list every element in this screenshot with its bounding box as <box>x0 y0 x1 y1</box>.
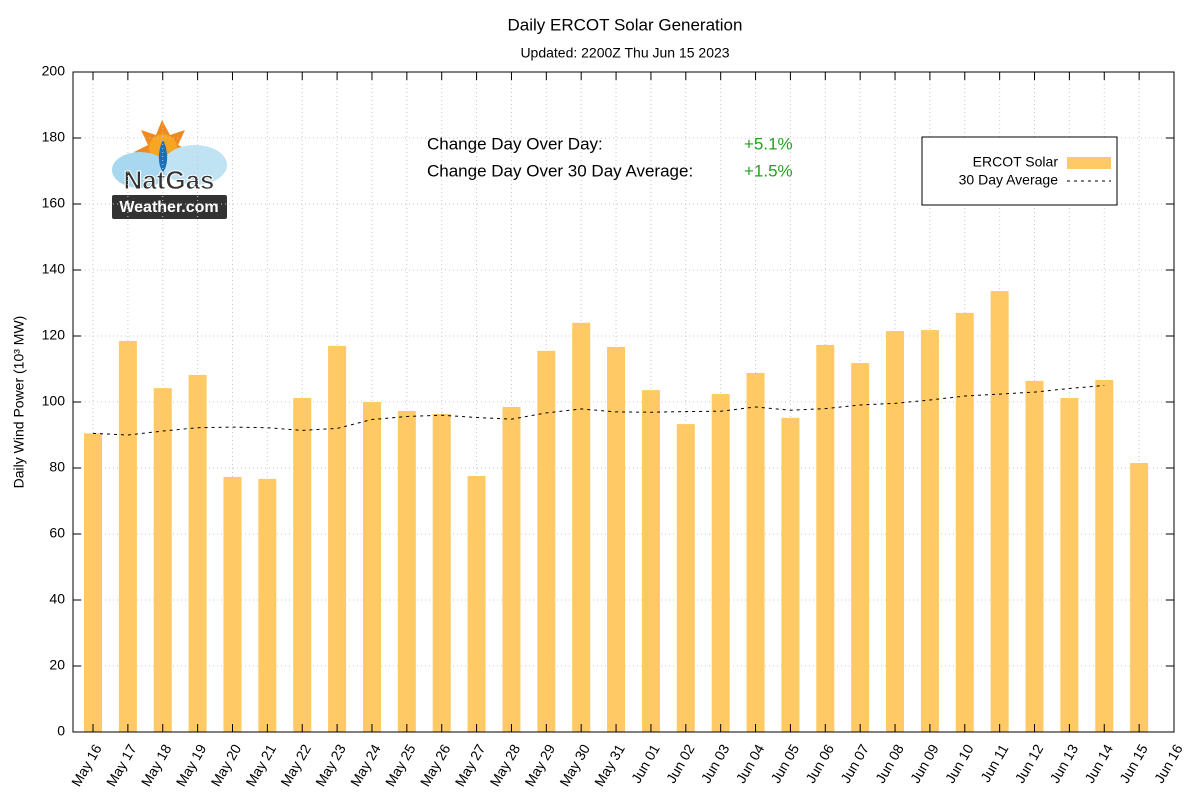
x-tick-label: Jun 14 <box>1081 741 1116 786</box>
legend-swatch <box>1067 157 1111 169</box>
x-tick-label: Jun 08 <box>872 741 907 786</box>
marks <box>84 291 1149 732</box>
x-tick-label: Jun 15 <box>1116 741 1151 786</box>
y-tick-label: 140 <box>42 261 66 277</box>
annotation-value: +1.5% <box>744 161 793 180</box>
bar <box>955 312 974 732</box>
y-tick-label: 0 <box>57 723 65 739</box>
bar <box>1130 463 1149 732</box>
bar <box>118 340 137 732</box>
legend-box <box>921 136 1118 206</box>
bar <box>432 413 451 732</box>
legend-label: 30 Day Average <box>959 172 1059 188</box>
x-tick-label: May 26 <box>417 741 454 789</box>
bar <box>188 374 207 732</box>
bar <box>223 476 242 732</box>
bar <box>397 410 416 732</box>
bar <box>537 350 556 732</box>
bar <box>1060 398 1079 732</box>
bar <box>781 417 800 732</box>
bar <box>711 394 730 732</box>
x-tick-label: May 24 <box>347 741 384 789</box>
x-tick-label: May 27 <box>452 741 489 789</box>
x-tick-label: Jun 03 <box>698 741 733 786</box>
bar <box>293 398 312 732</box>
bar <box>258 478 277 732</box>
y-tick-label: 100 <box>42 393 66 409</box>
logo-text: Weather.com <box>119 199 218 216</box>
annotation-value: +5.1% <box>744 134 793 153</box>
bar <box>851 363 870 732</box>
x-tick-label: May 19 <box>173 741 210 789</box>
bar <box>1025 380 1044 732</box>
y-tick-label: 120 <box>42 327 66 343</box>
bar <box>362 402 381 732</box>
plot-frame <box>72 71 1175 733</box>
bar <box>641 390 660 732</box>
bar <box>572 322 591 732</box>
y-axis-label: Daily Wind Power (10³ MW) <box>11 316 27 489</box>
x-tick-label: May 29 <box>521 741 558 789</box>
x-tick-label: May 23 <box>312 741 349 789</box>
legend-label: ERCOT Solar <box>973 154 1059 170</box>
y-tick-label: 200 <box>42 63 66 79</box>
y-tick-label: 160 <box>42 195 66 211</box>
x-tick-label: May 31 <box>591 741 628 789</box>
x-tick-label: Jun 13 <box>1046 741 1081 786</box>
x-tick-label: Jun 10 <box>942 741 977 786</box>
x-tick-label: May 25 <box>382 741 419 789</box>
y-tick-label: 60 <box>49 525 65 541</box>
logo-text: NatGas <box>123 165 214 195</box>
x-tick-label: Jun 01 <box>628 741 663 786</box>
x-tick-label: Jun 11 <box>977 741 1011 785</box>
chart-subtitle: Updated: 2200Z Thu Jun 15 2023 <box>520 45 729 61</box>
y-tick-label: 80 <box>49 459 65 475</box>
x-tick-label: May 18 <box>138 741 175 789</box>
x-tick-label: May 21 <box>242 741 279 789</box>
bar <box>990 291 1009 732</box>
bar <box>467 475 486 732</box>
x-tick-label: Jun 02 <box>663 741 698 786</box>
x-tick-label: Jun 05 <box>767 741 802 786</box>
y-tick-label: 180 <box>42 129 66 145</box>
y-tick-label: 40 <box>49 591 65 607</box>
x-tick-label: Jun 16 <box>1151 741 1186 786</box>
x-tick-label: Jun 09 <box>907 741 942 786</box>
logo <box>112 120 227 219</box>
logo-cloud <box>112 152 168 188</box>
bar <box>816 344 835 732</box>
bar <box>328 345 347 732</box>
x-tick-label: May 22 <box>277 741 314 789</box>
annotation-label: Change Day Over Day: <box>427 134 603 153</box>
x-tick-label: Jun 12 <box>1011 741 1046 786</box>
logo-plate <box>112 195 227 219</box>
x-tick-label: Jun 06 <box>802 741 837 786</box>
bar <box>920 330 939 732</box>
x-tick-label: Jun 04 <box>732 741 767 786</box>
bar <box>502 406 521 732</box>
annotation-label: Change Day Over 30 Day Average: <box>427 161 693 180</box>
logo-cloud <box>163 145 227 185</box>
x-tick-label: May 17 <box>103 741 140 789</box>
bar <box>1095 379 1114 732</box>
average-line <box>92 385 1105 436</box>
bar <box>886 331 905 732</box>
x-tick-label: May 16 <box>68 741 105 789</box>
x-tick-label: May 28 <box>486 741 523 789</box>
bar <box>153 388 172 732</box>
bar <box>84 433 102 732</box>
x-tick-label: Jun 07 <box>837 741 872 786</box>
bar <box>676 424 695 732</box>
y-tick-label: 20 <box>49 657 65 673</box>
bar <box>607 346 626 732</box>
x-tick-label: May 20 <box>207 741 244 789</box>
x-tick-label: May 30 <box>556 741 593 789</box>
chart-title: Daily ERCOT Solar Generation <box>508 15 743 34</box>
bar <box>746 372 765 732</box>
